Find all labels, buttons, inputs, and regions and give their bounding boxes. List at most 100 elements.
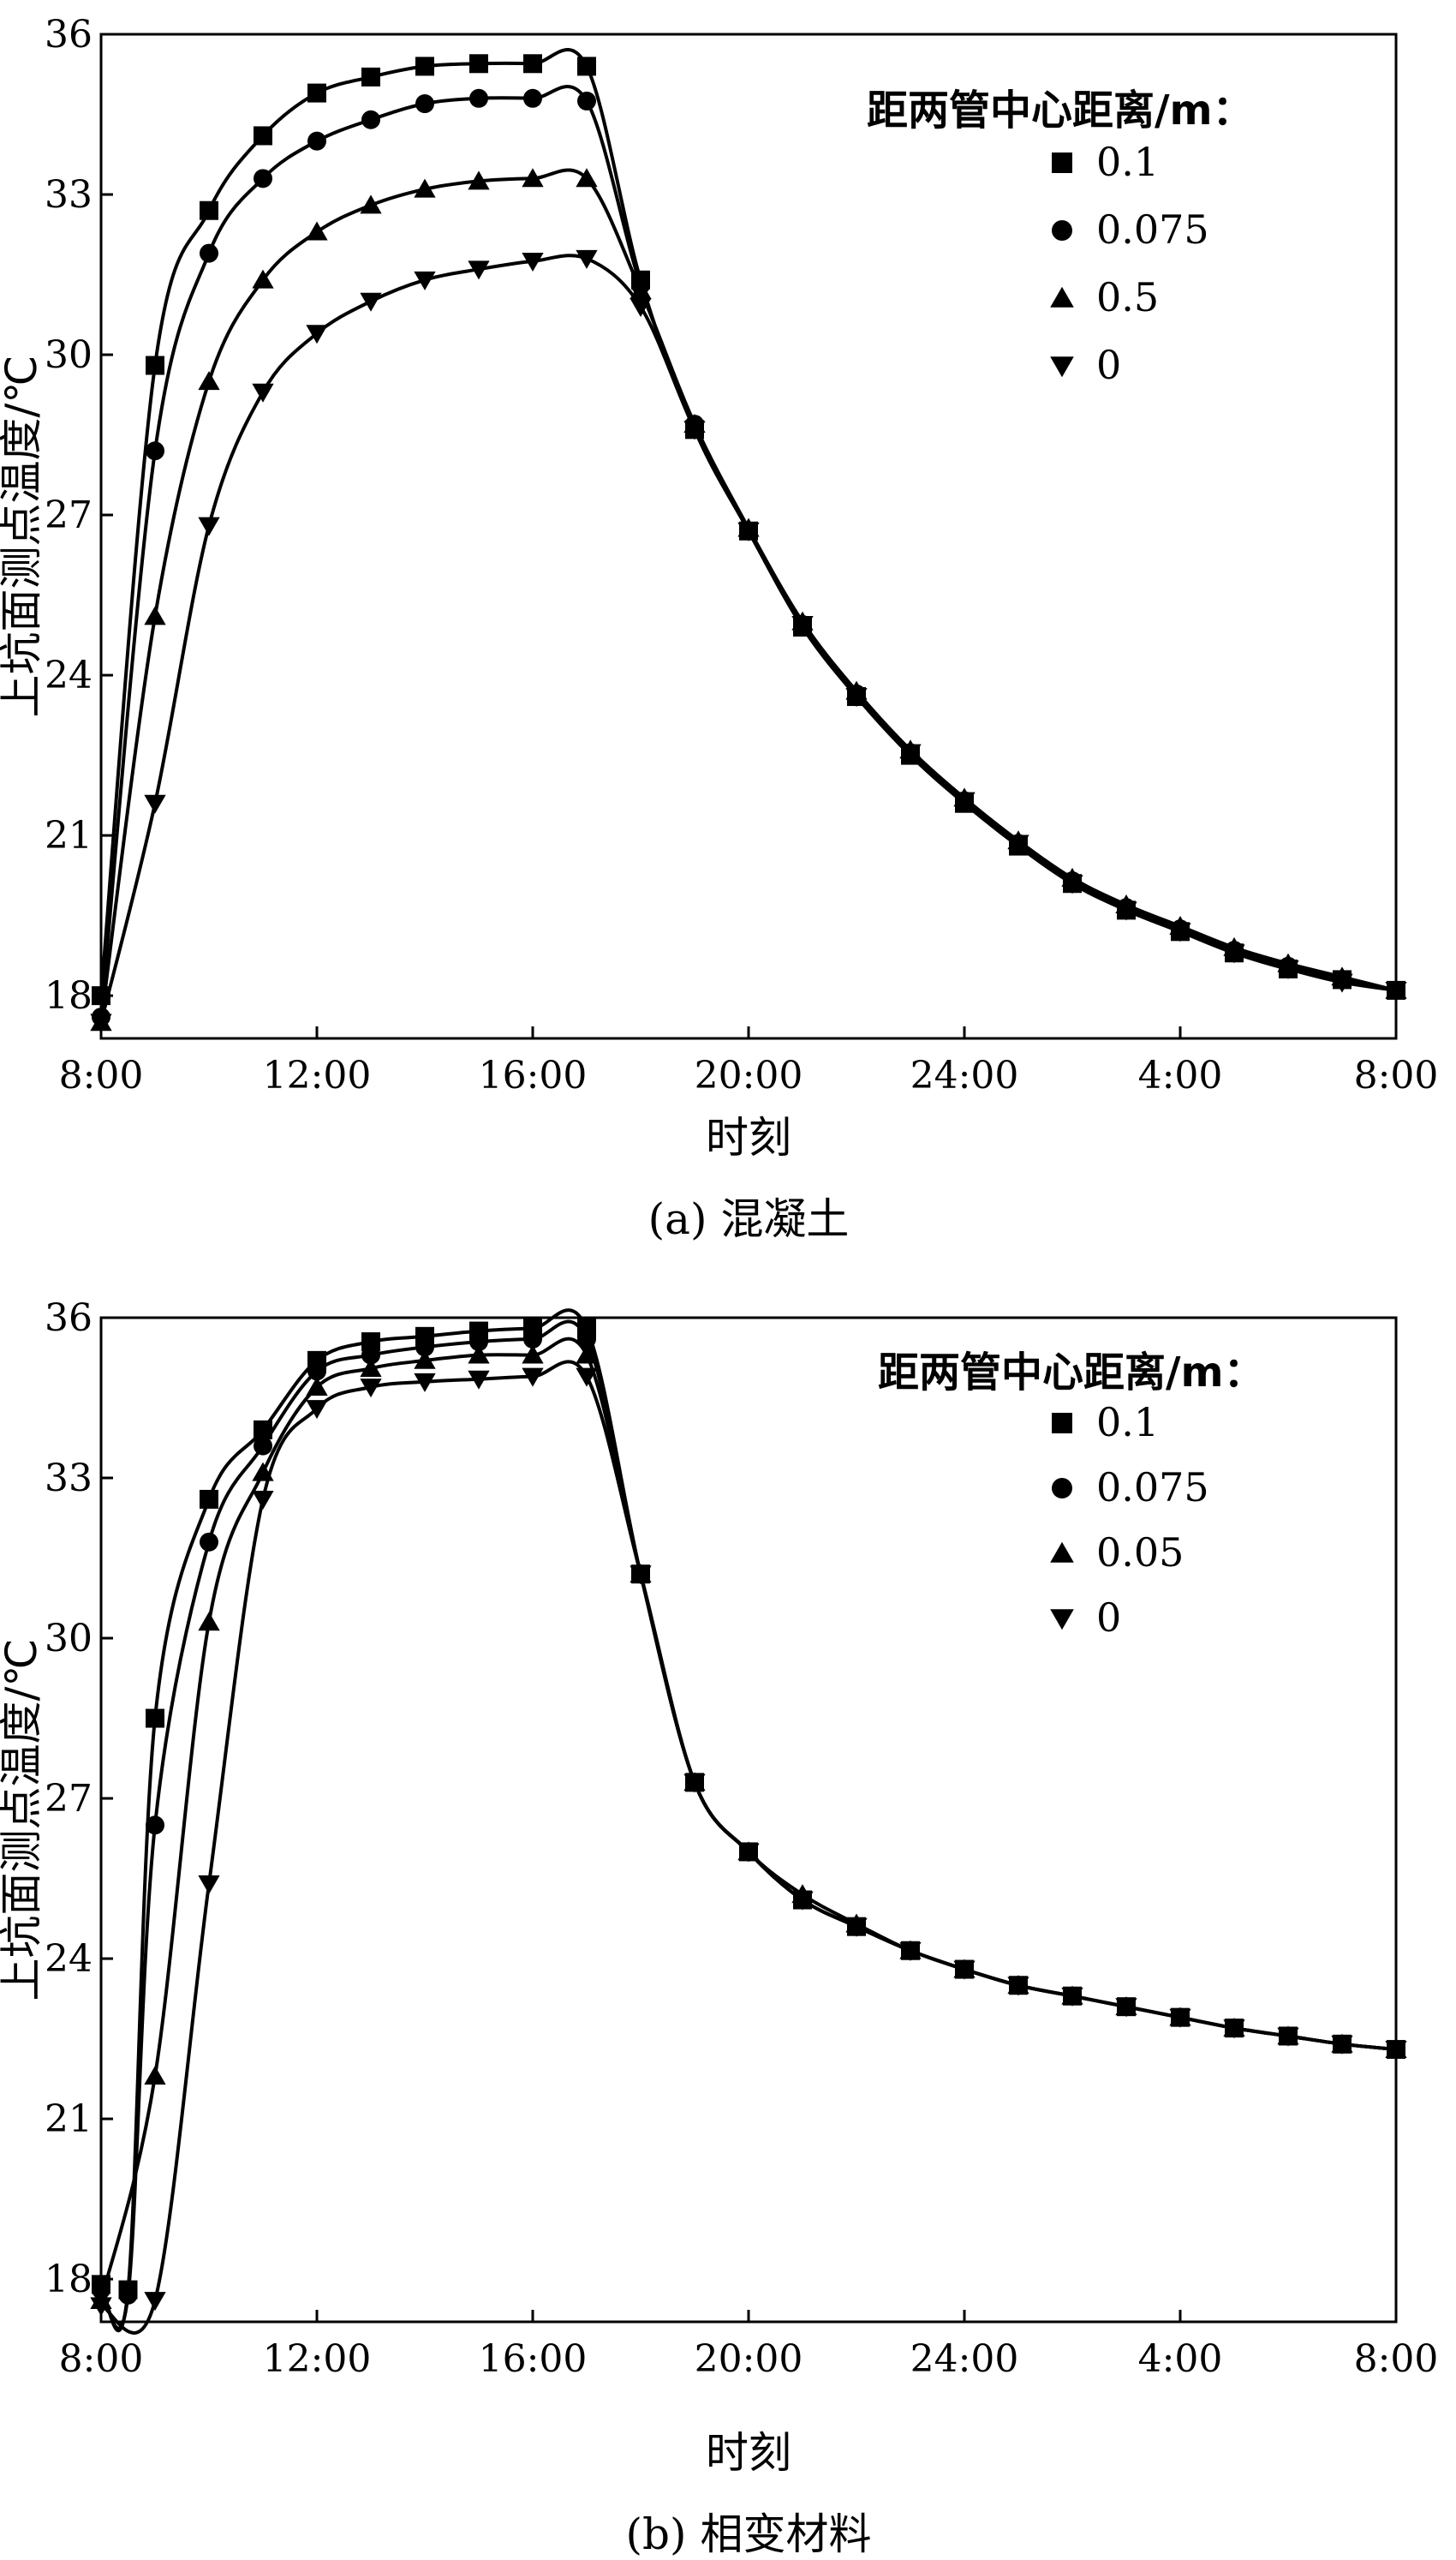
data-point-a-2 [468,170,490,190]
x-axis-title-b: 时刻 [706,2428,791,2478]
data-point-a-0 [523,54,542,74]
data-point-b-3 [1223,2019,1245,2039]
y-axis-title-b: 上坑面测点温度/℃ [0,1639,46,2001]
legend-label-b-1: 0.075 [1096,1464,1209,1510]
data-point-b-1 [415,1337,434,1357]
panel-a: 18 21 24 27 30 33 36 8:00 12:00 16:00 20:00 24:00 4:… [0,13,1438,1244]
legend-label-a-1: 0.075 [1096,206,1209,253]
data-point-b-1 [469,1332,488,1352]
caption-b: (b) 相变材料 [626,2509,872,2559]
data-point-b-0 [254,1420,272,1439]
data-point-a-3 [845,688,868,708]
legend-label-b-3: 0 [1096,1594,1121,1641]
data-point-a-3 [198,517,220,536]
data-point-b-3 [1331,2035,1353,2055]
data-point-a-3 [468,260,490,280]
data-point-b-0 [146,1708,164,1728]
data-point-b-1 [146,1815,164,1835]
data-point-b-1 [118,2285,138,2305]
data-point-a-2 [198,371,220,391]
y-tick-label-a: 24 [45,654,92,697]
legend-marker-b-2 [1050,1541,1074,1563]
x-tick-label-a: 24:00 [910,1054,1019,1098]
y-tick-label-b: 21 [45,2097,92,2141]
data-point-a-3 [144,794,166,814]
data-point-b-1 [523,1329,542,1349]
legend-marker-a-1 [1052,220,1072,241]
data-point-b-0 [361,1332,380,1352]
x-tick-label-a: 4:00 [1138,1054,1223,1098]
data-point-a-3 [522,253,544,272]
data-point-a-0 [361,67,380,87]
data-point-b-3 [144,2292,166,2312]
data-point-b-2 [468,1344,490,1364]
x-tick-label-b: 4:00 [1138,2337,1223,2381]
plot-area-a: 18 21 24 27 30 33 36 8:00 12:00 16:00 20:00 24:00 4:… [45,13,1438,1098]
data-point-a-3 [899,744,922,763]
data-point-b-3 [630,1565,652,1585]
data-point-a-2 [144,606,166,625]
data-point-a-3 [306,325,328,344]
data-point-b-3 [1061,1987,1083,2007]
x-tick-label-b: 12:00 [263,2337,372,2381]
data-point-a-3 [1115,901,1137,921]
data-point-a-2 [630,280,652,300]
data-point-a-1 [577,91,596,111]
legend-marker-a-0 [1052,153,1072,173]
data-point-b-1 [307,1361,326,1381]
data-point-a-3 [1331,973,1353,993]
plot-area-b: 18 21 24 27 30 33 36 8:00 12:00 16:00 20:00 24:00 4:… [45,1296,1438,2381]
series-line-b-0 [99,1308,1397,2333]
y-tick-label-b: 24 [45,1937,92,1981]
data-point-a-2 [522,168,544,188]
x-tick-label-b: 8:00 [59,2337,144,2381]
data-point-a-1 [469,88,488,108]
data-point-a-3 [252,383,274,403]
data-point-a-3 [1277,960,1299,980]
plot-frame-a [99,33,1398,1040]
data-point-a-0 [254,126,272,146]
x-tick-label-a: 12:00 [263,1054,372,1098]
legend-label-b-2: 0.05 [1096,1529,1184,1576]
data-point-a-0 [577,57,596,76]
data-point-b-3 [252,1491,274,1510]
data-point-a-0 [200,200,218,220]
data-point-b-3 [737,1843,760,1863]
y-tick-label-b: 18 [45,2258,92,2301]
data-point-a-0 [469,54,488,74]
series-line-a-2 [99,168,1397,1023]
data-point-b-3 [1007,1977,1029,1996]
data-point-a-1 [254,169,272,188]
data-point-a-3 [1169,923,1191,942]
data-point-a-1 [146,441,164,461]
x-tick-label-b: 8:00 [1354,2337,1439,2381]
data-point-a-3 [1007,834,1029,854]
data-point-b-3 [414,1373,436,1392]
x-axis-title-a: 时刻 [706,1113,791,1163]
data-point-b-3 [1169,2008,1191,2028]
data-point-a-3 [630,298,652,318]
legend-label-a-0: 0.1 [1096,139,1159,185]
data-point-a-2 [306,221,328,241]
data-point-b-3 [198,1875,220,1894]
data-point-a-0 [146,356,164,375]
legend-title-a: 距两管中心距离/m： [867,87,1254,135]
panel-b: 18 21 24 27 30 33 36 8:00 12:00 16:00 20:00 24:00 4:… [0,1296,1438,2559]
data-point-a-0 [307,83,326,103]
data-point-b-2 [414,1349,436,1369]
data-point-b-1 [254,1436,272,1456]
y-tick-label-a: 36 [45,13,92,57]
y-tick-label-a: 21 [45,814,92,858]
data-point-b-2 [144,2066,166,2085]
x-tick-label-b: 16:00 [479,2337,588,2381]
x-tick-label-a: 20:00 [695,1054,803,1098]
data-point-b-2 [576,1344,598,1364]
y-tick-label-a: 18 [45,974,92,1018]
data-point-a-3 [1223,944,1245,964]
x-tick-label-a: 8:00 [59,1054,144,1098]
data-point-b-3 [468,1370,490,1390]
legend-title-b: 距两管中心距离/m： [878,1349,1265,1397]
y-tick-label-b: 30 [45,1617,92,1660]
data-point-a-3 [737,522,760,541]
data-point-a-3 [1061,875,1083,894]
